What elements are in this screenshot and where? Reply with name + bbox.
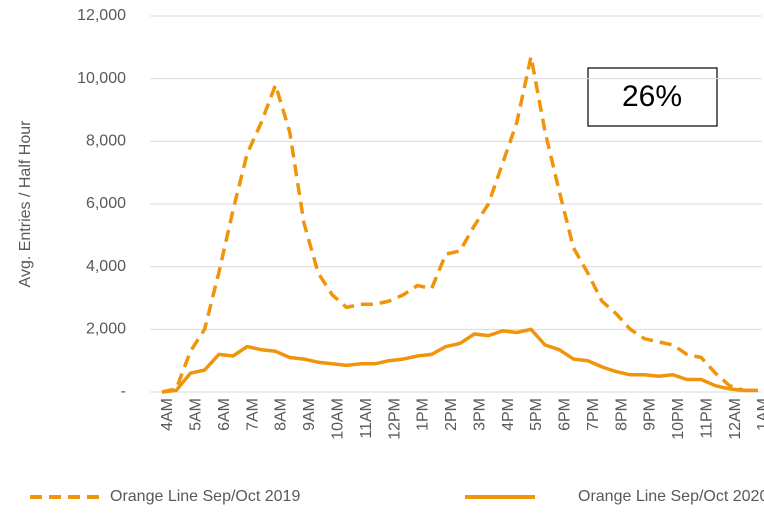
x-tick-label: 6AM <box>216 398 233 431</box>
y-axis-label: Avg. Entries / Half Hour <box>17 120 34 288</box>
y-tick-label: 4,000 <box>86 258 126 275</box>
x-tick-label: 8PM <box>613 398 630 431</box>
x-tick-label: 5PM <box>528 398 545 431</box>
annotation: 26% <box>622 80 682 113</box>
legend-label: Orange Line Sep/Oct 2019 <box>110 488 300 505</box>
x-tick-label: 7AM <box>244 398 261 431</box>
y-tick-label: 12,000 <box>77 7 126 24</box>
x-tick-label: 1AM <box>755 398 764 431</box>
x-tick-label: 2PM <box>443 398 460 431</box>
x-tick-label: 11AM <box>358 398 375 439</box>
x-tick-label: 3PM <box>471 398 488 431</box>
y-tick-label: 8,000 <box>86 133 126 150</box>
x-tick-label: 11PM <box>698 398 715 439</box>
x-tick-label: 8AM <box>273 398 290 431</box>
legend-label: Orange Line Sep/Oct 2020 <box>578 488 764 505</box>
annotation-box <box>587 67 718 127</box>
x-tick-label: 1PM <box>415 398 432 431</box>
x-tick-label: 10PM <box>670 398 687 440</box>
series-line <box>161 327 758 394</box>
y-tick-label: 10,000 <box>77 70 126 87</box>
x-tick-label: 4AM <box>159 398 176 431</box>
x-tick-label: 9AM <box>301 398 318 431</box>
x-tick-label: 6PM <box>557 398 574 431</box>
x-tick-label: 10AM <box>330 398 347 440</box>
y-tick-label: 2,000 <box>86 321 126 338</box>
x-tick-label: 9PM <box>642 398 659 431</box>
x-tick-label: 12PM <box>386 398 403 440</box>
y-tick-label: - <box>121 383 126 400</box>
x-tick-label: 4PM <box>500 398 517 431</box>
y-tick-label: 6,000 <box>86 195 126 212</box>
x-tick-label: 5AM <box>188 398 205 431</box>
x-tick-label: 7PM <box>585 398 602 431</box>
x-tick-label: 12AM <box>727 398 744 440</box>
series-line <box>161 54 758 394</box>
